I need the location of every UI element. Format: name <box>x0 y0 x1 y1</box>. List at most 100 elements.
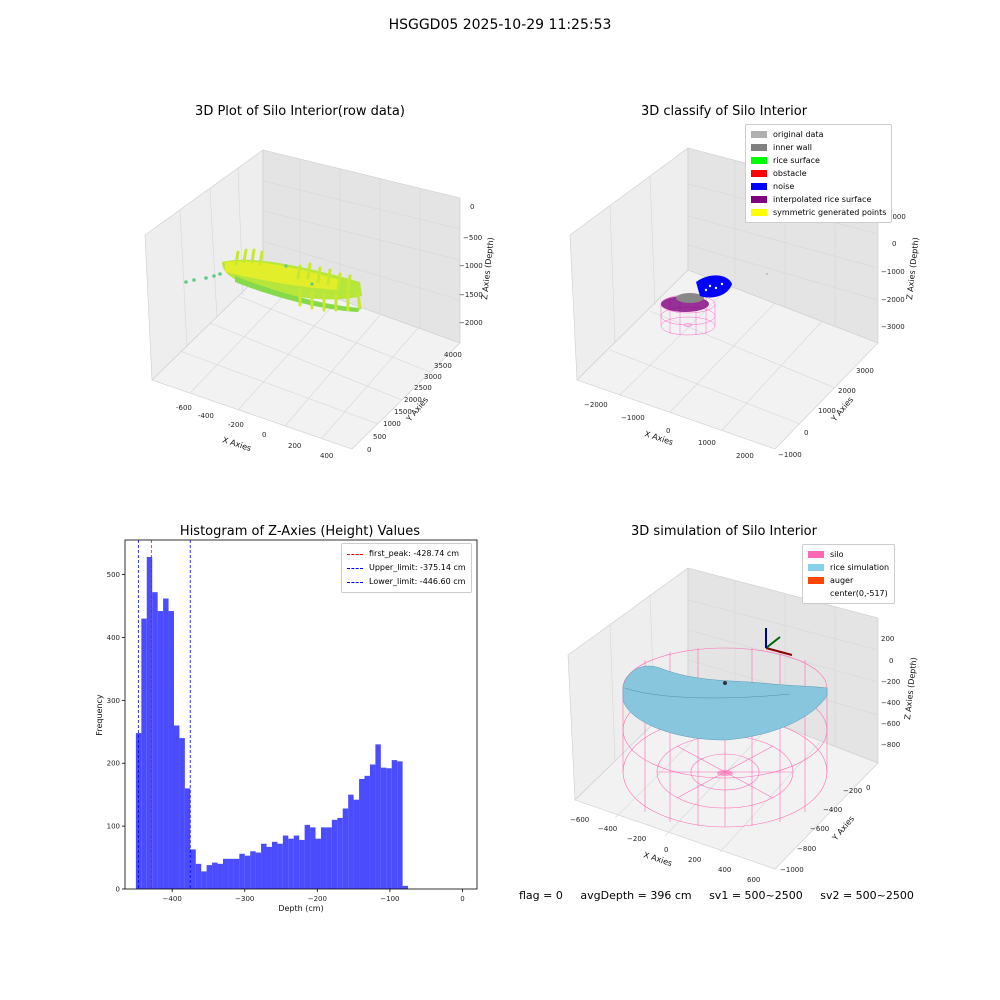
classify-x-tick: −2000 <box>584 401 608 409</box>
histogram-bar <box>212 862 218 889</box>
histogram-bar <box>239 853 245 889</box>
histogram-reference-lines <box>137 540 191 889</box>
status-flag: flag = 0 <box>519 889 563 902</box>
histogram-bar <box>380 767 387 889</box>
raw-z-tick: 0 <box>470 203 474 211</box>
raw-x-tick: 200 <box>288 442 301 450</box>
simulation-x-tick: −600 <box>570 816 589 824</box>
legend-swatch <box>808 590 824 597</box>
raw-y-tick: 1000 <box>383 420 401 428</box>
legend-line <box>347 581 363 583</box>
legend-entry: Upper_limit: -375.14 cm <box>347 561 466 575</box>
simulation-x-tick: 200 <box>688 856 701 864</box>
histogram-bar <box>244 855 251 889</box>
histogram-bar <box>320 827 327 889</box>
histogram-bar <box>255 852 262 889</box>
simulation-y-label: Y Axies <box>830 814 856 843</box>
raw-z-ticks: 0 −500 −1000 −1500 −2000 <box>459 203 483 327</box>
histogram-bar <box>271 841 278 889</box>
raw-z-label: Z Axies (Depth) <box>480 237 496 300</box>
histogram-x-tick-label: −300 <box>235 895 254 903</box>
histogram-bar <box>304 824 311 889</box>
legend-swatch <box>751 144 767 151</box>
classify-z-ticks: 1000 0 −1000 −2000 −3000 <box>881 213 906 331</box>
legend-entry: Lower_limit: -446.60 cm <box>347 575 466 589</box>
histogram-bar <box>179 738 185 889</box>
legend-swatch <box>808 551 824 558</box>
histogram-bar <box>277 843 283 889</box>
legend-entry: rice simulation <box>808 561 889 574</box>
legend-entry: silo <box>808 548 889 561</box>
simulation-x-label: X Axies <box>642 850 673 868</box>
histogram-bar <box>397 761 403 889</box>
legend-swatch <box>751 170 767 177</box>
classify-z-tick: −2000 <box>881 296 905 304</box>
histogram-bar <box>391 760 398 889</box>
simulation-z-tick: −800 <box>881 741 900 749</box>
raw-point-cloud <box>184 248 362 312</box>
raw-y-tick: 500 <box>373 433 386 441</box>
raw-3d-plot: -600 -400 -200 0 200 400 X Axies 0 500 1… <box>144 149 496 460</box>
classify-y-tick: 3000 <box>856 367 874 375</box>
classify-y-ticks: −1000 0 1000 2000 3000 <box>778 367 874 459</box>
raw-y-tick: 3000 <box>424 373 442 381</box>
classify-z-label: Z Axies (Depth) <box>905 237 921 300</box>
histogram-x-tick-label: −100 <box>380 895 399 903</box>
legend-entry: symmetric generated points <box>751 206 886 219</box>
histogram-bar <box>282 835 289 889</box>
classify-z-tick: 0 <box>892 240 896 248</box>
classify-x-tick: 2000 <box>736 452 754 460</box>
legend-entry: interpolated rice surface <box>751 193 886 206</box>
raw-y-tick: 2000 <box>404 396 422 404</box>
histogram-bar <box>348 794 354 889</box>
histogram-frame <box>124 539 478 890</box>
histogram-y-tick-label: 400 <box>107 634 120 642</box>
legend-label: noise <box>773 182 795 191</box>
simulation-x-tick: 0 <box>664 846 668 854</box>
classify-y-tick: 1000 <box>818 407 836 415</box>
status-avg-depth: avgDepth = 396 cm <box>580 889 692 902</box>
raw-y-tick: 1500 <box>394 408 412 416</box>
histogram-x-tick-label: −400 <box>163 895 182 903</box>
classify-z-tick: 1000 <box>888 213 906 221</box>
histogram-y-tick-label: 0 <box>116 886 120 894</box>
classify-y-tick: 0 <box>804 429 808 437</box>
raw-y-tick: 2500 <box>414 384 432 392</box>
histogram-bar <box>173 725 180 889</box>
simulation-plot-title: 3D simulation of Silo Interior <box>631 524 817 539</box>
histogram-bar <box>326 827 332 889</box>
raw-plot-title: 3D Plot of Silo Interior(row data) <box>195 104 405 119</box>
histogram-bar <box>163 598 169 889</box>
histogram-bar <box>206 865 213 889</box>
legend-entry: original data <box>751 128 886 141</box>
classify-y-tick: −1000 <box>778 451 802 459</box>
raw-x-tick: 400 <box>320 452 333 460</box>
legend-label: rice simulation <box>830 563 890 572</box>
classify-z-tick: −1000 <box>881 268 905 276</box>
simulation-z-label: Z Axies (Depth) <box>903 657 919 720</box>
raw-y-tick: 0 <box>367 446 371 454</box>
legend-label: original data <box>773 130 824 139</box>
legend-line <box>347 567 363 569</box>
legend-entry: inner wall <box>751 141 886 154</box>
histogram-bar <box>315 838 321 889</box>
histogram-x-tick-label: −200 <box>308 895 327 903</box>
histogram-bar <box>342 808 349 889</box>
simulation-y-ticks: −1000 −800 −600 −400 −200 0 <box>780 784 870 874</box>
histogram-y-tick-label: 200 <box>107 760 120 768</box>
histogram-bar <box>266 846 272 889</box>
legend-swatch <box>808 577 824 584</box>
histogram-bar <box>369 764 376 889</box>
simulation-x-tick: 600 <box>747 876 760 884</box>
simulation-y-tick: −1000 <box>780 866 804 874</box>
simulation-z-tick: 200 <box>881 635 894 643</box>
legend-label: symmetric generated points <box>773 208 887 217</box>
histogram-bar <box>299 839 305 889</box>
raw-x-tick: -200 <box>228 421 244 429</box>
histogram-y-label: Frequency <box>95 694 104 736</box>
histogram-y-tick-label: 100 <box>107 823 120 831</box>
histogram-bar <box>261 843 267 889</box>
raw-x-ticks: -600 -400 -200 0 200 400 <box>176 404 333 460</box>
legend-swatch <box>751 209 767 216</box>
histogram-title: Histogram of Z-Axies (Height) Values <box>179 524 421 539</box>
